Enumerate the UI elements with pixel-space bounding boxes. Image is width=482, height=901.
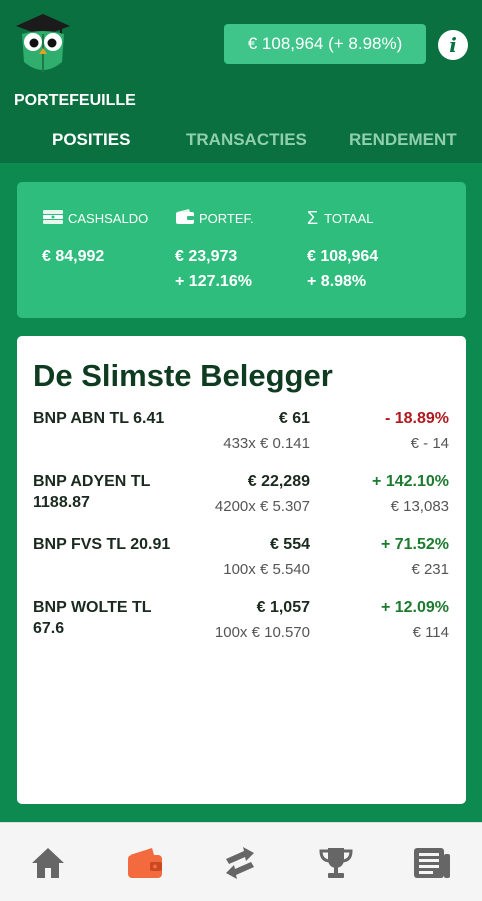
position-absolute-change: € - 14 (410, 435, 449, 452)
cash-balance-summary: CASHSALDO € 84,992 (42, 208, 148, 267)
position-quantity: 4200x € 5.307 (214, 498, 310, 515)
card-title: De Slimste Belegger (33, 358, 333, 393)
position-percent-change: + 142.10% (372, 473, 449, 490)
position-percent-change: + 12.09% (380, 599, 449, 616)
app-header: € 108,964 (+ 8.98%) i PORTEFEUILLE POSIT… (0, 0, 482, 163)
position-row[interactable]: BNP WOLTE TL 67.6 € 1,057 100x € 10.570 … (17, 597, 466, 653)
total-value: € 108,964 (307, 248, 379, 265)
portfolio-change: + 127.16% (175, 273, 252, 290)
position-quantity: 100x € 5.540 (223, 561, 310, 578)
position-name: BNP ADYEN TL 1188.87 (33, 473, 151, 511)
position-value: € 1,057 (256, 599, 310, 616)
home-icon[interactable] (28, 843, 68, 883)
position-absolute-change: € 231 (411, 561, 449, 578)
page-title: PORTEFEUILLE (14, 92, 136, 109)
position-value: € 554 (269, 536, 310, 553)
position-row[interactable]: BNP ABN TL 6.41 € 61 433x € 0.141 - 18.8… (17, 408, 466, 464)
position-absolute-change: € 13,083 (390, 498, 449, 515)
portfolio-label: PORTEF. (199, 210, 254, 226)
trade-arrows-icon[interactable] (220, 843, 260, 883)
total-change: + 8.98% (307, 273, 367, 290)
wallet-icon[interactable] (125, 843, 165, 883)
news-icon[interactable] (412, 843, 452, 883)
position-absolute-change: € 114 (412, 624, 449, 641)
wallet-icon (175, 208, 199, 228)
position-row[interactable]: BNP ADYEN TL 1188.87 € 22,289 4200x € 5.… (17, 471, 466, 527)
total-summary: Σ TOTAAL € 108,964 + 8.98% (307, 208, 378, 292)
info-icon[interactable]: i (438, 30, 468, 60)
cash-stack-icon (42, 209, 68, 228)
position-value: € 22,289 (247, 473, 310, 490)
owl-logo-icon (14, 12, 72, 78)
tab-transactions[interactable]: TRANSACTIES (186, 130, 307, 149)
position-name: BNP ABN TL 6.41 (33, 410, 165, 427)
bottom-navigation (0, 822, 482, 901)
position-quantity: 433x € 0.141 (223, 435, 310, 452)
portfolio-value: € 23,973 (175, 248, 238, 265)
portfolio-summary: CASHSALDO € 84,992 PORTEF. € 23,973 + 12… (17, 182, 466, 318)
position-row[interactable]: BNP FVS TL 20.91 € 554 100x € 5.540 + 71… (17, 534, 466, 590)
positions-card: De Slimste Belegger BNP ABN TL 6.41 € 61… (17, 336, 466, 804)
trophy-icon[interactable] (316, 843, 356, 883)
tab-returns[interactable]: RENDEMENT (349, 130, 457, 149)
position-percent-change: + 71.52% (380, 536, 449, 553)
cash-balance-value: € 84,992 (42, 248, 105, 265)
portfolio-value-badge[interactable]: € 108,964 (+ 8.98%) (224, 24, 426, 64)
position-name: BNP FVS TL 20.91 (33, 536, 171, 553)
sigma-icon: Σ (307, 208, 319, 228)
position-name: BNP WOLTE TL 67.6 (33, 599, 152, 637)
position-percent-change: - 18.89% (384, 410, 449, 427)
total-label: TOTAAL (324, 210, 374, 226)
portfolio-value-summary: PORTEF. € 23,973 + 127.16% (175, 208, 254, 292)
position-value: € 61 (278, 410, 310, 427)
tab-positions[interactable]: POSITIES (52, 130, 131, 149)
position-quantity: 100x € 10.570 (214, 624, 310, 641)
cash-balance-label: CASHSALDO (68, 210, 149, 226)
